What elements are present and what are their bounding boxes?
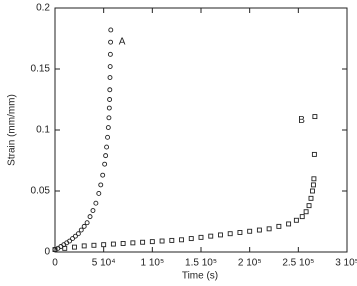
square-marker	[52, 247, 58, 253]
y-tick-label: 0.2	[36, 3, 50, 14]
y-axis-label: Strain (mm/mm)	[7, 94, 18, 166]
square-marker	[198, 234, 204, 240]
square-marker	[266, 226, 272, 232]
circle-marker	[107, 75, 113, 80]
square-marker	[62, 245, 68, 251]
circle-marker	[108, 39, 114, 45]
circle-marker	[84, 220, 90, 226]
square-marker	[72, 244, 77, 250]
circle-marker	[107, 97, 113, 102]
x-tick-label: 1 10⁵	[141, 258, 165, 269]
square-marker	[306, 203, 312, 209]
square-marker	[247, 228, 253, 234]
square-marker	[208, 233, 214, 239]
square-marker	[101, 242, 107, 248]
x-axis-label: Time (s)	[182, 271, 218, 282]
square-marker	[312, 114, 318, 120]
circle-marker	[103, 153, 109, 159]
square-marker	[91, 242, 97, 248]
circle-marker	[67, 238, 73, 244]
circle-marker	[70, 236, 75, 242]
circle-marker	[106, 105, 112, 111]
square-marker	[227, 231, 233, 237]
square-marker	[159, 238, 165, 244]
square-marker	[140, 239, 146, 245]
square-marker	[310, 182, 316, 188]
circle-marker	[81, 223, 87, 229]
plot-frame	[54, 7, 348, 253]
square-marker	[179, 237, 184, 243]
circle-marker	[78, 227, 84, 233]
circle-marker	[102, 161, 108, 167]
square-marker	[169, 237, 175, 243]
circle-marker	[96, 190, 102, 196]
square-marker	[303, 209, 309, 215]
circle-marker	[72, 233, 78, 239]
square-marker	[311, 151, 317, 157]
circle-marker	[100, 172, 106, 178]
square-marker	[256, 227, 262, 233]
circle-marker	[105, 125, 111, 131]
circle-marker	[90, 208, 96, 213]
y-tick-label: 0	[44, 247, 50, 258]
circle-marker	[104, 144, 110, 150]
square-marker	[188, 236, 194, 242]
x-tick-label: 3 10⁵	[335, 258, 357, 269]
square-marker	[81, 243, 87, 249]
series-label: B	[298, 115, 305, 126]
series-label: A	[119, 37, 126, 48]
x-tick-label: 2 10⁵	[238, 258, 262, 269]
y-tick-label: 0.05	[31, 186, 51, 197]
circle-marker	[107, 87, 113, 93]
x-tick-label: 2.5 10⁵	[282, 258, 314, 269]
square-marker	[120, 241, 126, 246]
circle-marker	[75, 231, 81, 237]
y-tick-label: 0.15	[31, 64, 51, 75]
square-marker	[276, 223, 282, 229]
square-marker	[299, 214, 305, 220]
x-tick-label: 5 10⁴	[92, 258, 116, 269]
y-tick-label: 0.1	[36, 125, 50, 136]
circle-marker	[98, 182, 104, 188]
circle-marker	[105, 134, 111, 140]
square-marker	[218, 232, 223, 238]
circle-marker	[108, 27, 114, 33]
square-marker	[149, 239, 155, 245]
square-marker	[286, 221, 292, 227]
circle-marker	[107, 64, 113, 70]
square-marker	[309, 188, 315, 194]
square-marker	[130, 240, 136, 246]
circle-marker	[106, 115, 112, 121]
x-tick-label: 1.5 10⁵	[185, 258, 217, 269]
square-marker	[311, 176, 317, 182]
square-marker	[110, 241, 116, 247]
circle-marker	[87, 214, 93, 220]
x-tick-label: 0	[52, 258, 58, 269]
circle-marker	[107, 51, 113, 57]
square-marker	[237, 230, 243, 235]
square-marker	[293, 217, 299, 223]
square-marker	[308, 195, 314, 201]
circle-marker	[93, 200, 99, 206]
